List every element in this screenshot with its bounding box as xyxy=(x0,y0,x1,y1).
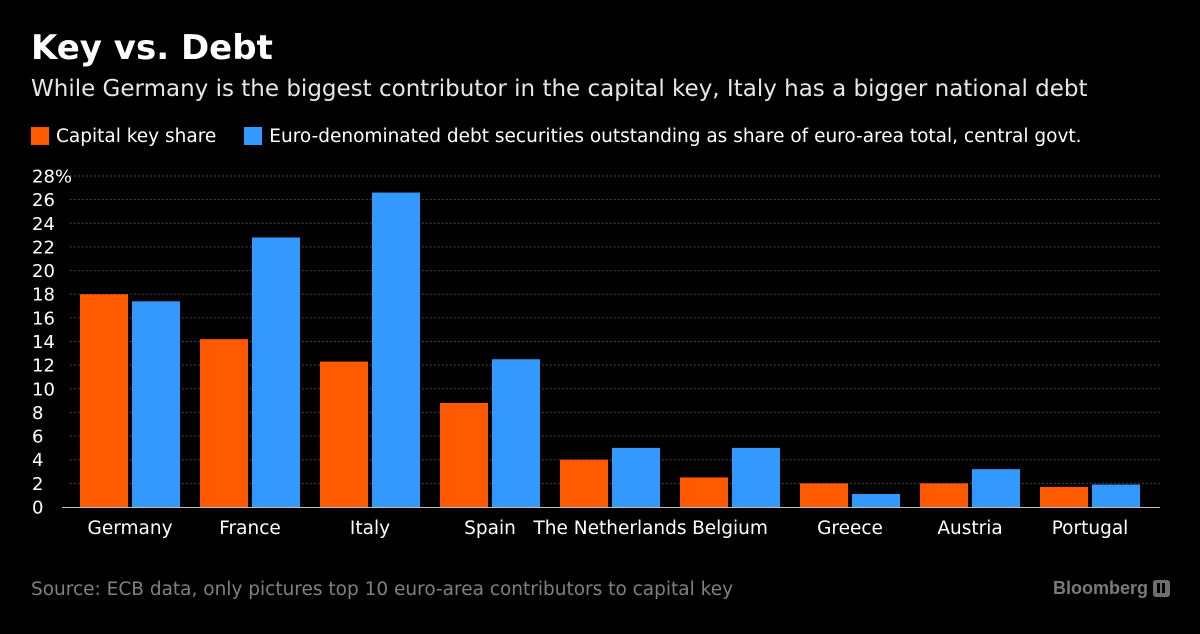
x-tick-label: The Netherlands xyxy=(532,518,686,539)
y-tick-label: 20 xyxy=(32,261,55,282)
y-tick-label: 28% xyxy=(32,167,72,188)
x-tick-label: Italy xyxy=(350,518,390,539)
legend-swatch-debt-securities xyxy=(244,127,263,145)
bar-capital-key-france xyxy=(200,339,248,507)
x-tick-label: France xyxy=(219,518,281,539)
y-tick-label: 26 xyxy=(32,190,55,211)
bar-debt-securities-italy xyxy=(372,192,420,508)
legend-item-capital-key: Capital key share xyxy=(31,126,216,147)
y-tick-label: 22 xyxy=(32,237,55,258)
y-tick-label: 4 xyxy=(32,450,43,471)
legend-label-debt-securities: Euro-denominated debt securities outstan… xyxy=(269,125,1082,147)
bar-debt-securities-spain xyxy=(492,359,540,507)
y-tick-label: 12 xyxy=(32,356,55,377)
x-tick-label: Germany xyxy=(87,518,172,539)
bar-debt-securities-greece xyxy=(852,493,900,507)
bar-debt-securities-france xyxy=(252,237,300,507)
brand-logo-text: Bloomberg xyxy=(1052,578,1148,598)
y-tick-label: 0 xyxy=(32,498,43,519)
y-tick-label: 10 xyxy=(32,379,55,400)
legend-swatch-capital-key xyxy=(31,127,49,145)
chart-subtitle: While Germany is the biggest contributor… xyxy=(31,76,1088,102)
bar-capital-key-italy xyxy=(320,361,368,507)
bar-capital-key-austria xyxy=(920,483,968,507)
bar-capital-key-the-netherlands xyxy=(560,459,608,507)
bar-capital-key-greece xyxy=(800,483,848,507)
chart-title: Key vs. Debt xyxy=(31,28,273,68)
bar-debt-securities-the-netherlands xyxy=(612,447,660,507)
y-tick-label: 18 xyxy=(32,285,55,306)
y-tick-label: 24 xyxy=(32,214,55,235)
bar-capital-key-germany xyxy=(80,294,128,507)
source-note: Source: ECB data, only pictures top 10 e… xyxy=(31,579,734,600)
x-tick-label: Belgium xyxy=(692,518,768,539)
y-tick-label: 6 xyxy=(32,427,43,448)
x-tick-label: Portugal xyxy=(1052,518,1129,539)
y-tick-label: 8 xyxy=(32,403,43,424)
legend-label-capital-key: Capital key share xyxy=(56,125,217,147)
bar-capital-key-belgium xyxy=(680,477,728,507)
bar-capital-key-portugal xyxy=(1040,486,1088,507)
bar-debt-securities-portugal xyxy=(1092,484,1140,507)
legend-item-debt-securities: Euro-denominated debt securities outstan… xyxy=(244,125,1082,147)
y-tick-label: 16 xyxy=(32,308,55,329)
y-tick-label: 2 xyxy=(32,474,43,495)
bar-debt-securities-austria xyxy=(972,469,1020,507)
bar-debt-securities-belgium xyxy=(732,447,780,507)
x-tick-label: Spain xyxy=(464,518,516,539)
bloomberg-icon xyxy=(1153,580,1170,597)
x-tick-label: Greece xyxy=(817,518,883,539)
legend: Capital key share Euro-denominated debt … xyxy=(31,124,1110,148)
bar-capital-key-spain xyxy=(440,402,488,507)
y-tick-label: 14 xyxy=(32,332,55,353)
bar-debt-securities-germany xyxy=(132,301,180,507)
x-tick-label: Austria xyxy=(937,518,1002,539)
